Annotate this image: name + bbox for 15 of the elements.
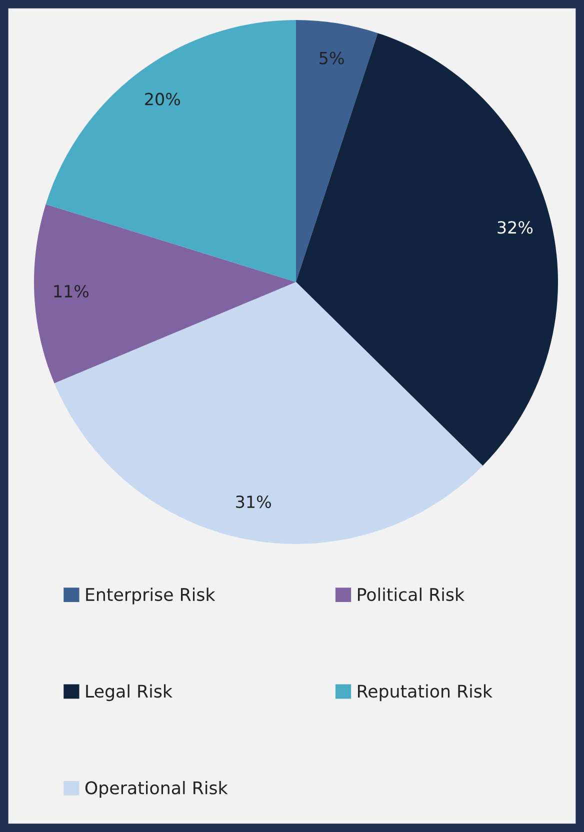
legend-label: Operational Risk [85, 780, 228, 798]
data-label: 5% [320, 52, 344, 64]
legend-label: Legal Risk [86, 684, 172, 702]
pie-slice [54, 282, 483, 544]
data-label: 31% [236, 495, 271, 508]
data-label: 32% [498, 221, 533, 234]
pie-slice [34, 204, 296, 384]
pie-slice [296, 33, 558, 466]
pie-slice [296, 20, 378, 282]
data-label: 20% [145, 92, 180, 106]
legend-label: Political Risk [358, 588, 464, 602]
legend-label: Enterprise Risk [86, 588, 216, 604]
pie-slice [46, 20, 296, 282]
data-label: 11% [54, 284, 89, 298]
legend-label: Reputation Risk [358, 684, 492, 702]
